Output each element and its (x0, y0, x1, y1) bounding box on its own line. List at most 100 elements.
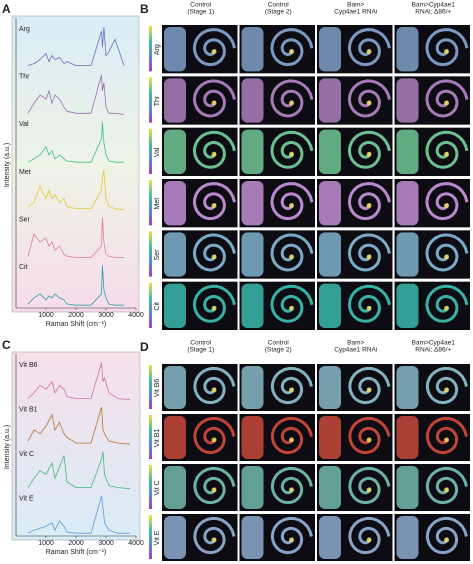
column-header: Bam> (347, 2, 364, 9)
image-spot (366, 537, 372, 543)
image-spiral (193, 516, 236, 555)
image-spot (211, 100, 217, 106)
image-thumb (241, 283, 264, 328)
image-thumb (241, 232, 264, 277)
spectrum (27, 74, 125, 115)
image-thumb (396, 466, 419, 509)
image-thumb (164, 78, 186, 123)
image-spot (289, 254, 294, 260)
image-spot (366, 151, 372, 157)
row-label: Cit (154, 302, 161, 311)
image-spot (289, 100, 294, 106)
image-thumb (164, 283, 186, 328)
image-spiral (192, 130, 236, 169)
series-label: Thr (19, 74, 30, 81)
image-thumb (164, 416, 186, 459)
image-spiral (192, 79, 236, 118)
image-spiral (425, 516, 468, 555)
image-spot (211, 537, 217, 543)
image-spiral (270, 284, 314, 323)
image-spiral (270, 182, 314, 221)
image-thumb (396, 78, 419, 123)
image-thumb (164, 27, 186, 72)
x-tick-label: 3000 (98, 312, 114, 319)
image-spot (444, 100, 449, 106)
series-label: Ser (19, 217, 31, 224)
x-tick-label: 1000 (38, 540, 54, 547)
image-spiral (348, 416, 391, 455)
colorbar (149, 465, 152, 509)
row-label: Met (154, 198, 161, 210)
image-thumb (319, 466, 341, 509)
column-header: Cyp4ae1 RNAi (334, 9, 377, 16)
image-spiral (192, 182, 236, 221)
column-header: RNAi; Δ86/+ (415, 9, 451, 16)
spectrum (27, 122, 124, 163)
image-thumb (164, 516, 186, 559)
image-spot (444, 49, 449, 55)
image-spot (211, 437, 217, 443)
image-spiral (270, 28, 314, 67)
column-header: Control (190, 2, 212, 9)
image-spot (444, 437, 449, 443)
image-spiral (425, 366, 468, 405)
image-spiral (347, 233, 391, 272)
image-spiral (270, 466, 313, 505)
image-spiral (348, 366, 391, 405)
spectrum (27, 27, 125, 66)
image-spiral (347, 79, 391, 118)
image-spot (211, 254, 217, 260)
image-spot (366, 203, 372, 209)
image-thumb (396, 416, 419, 459)
image-spiral (193, 466, 236, 505)
image-spot (211, 487, 217, 493)
image-spot (366, 487, 372, 493)
panel-a-background (11, 15, 140, 313)
image-spot (366, 254, 372, 260)
x-tick-label: 4000 (128, 540, 144, 547)
image-spiral (347, 130, 391, 169)
column-header: Control (190, 340, 212, 347)
series-label: Vit E (19, 495, 34, 502)
image-spot (366, 387, 372, 393)
row-label: Vit C (154, 480, 161, 495)
colorbar (149, 128, 152, 174)
image-spiral (348, 466, 391, 505)
image-spot (289, 151, 294, 157)
panel-c-background (11, 351, 141, 541)
series-label: Val (19, 121, 29, 128)
image-spiral (192, 233, 236, 272)
image-thumb (396, 283, 419, 328)
image-thumb (164, 466, 186, 509)
image-spiral (425, 28, 469, 67)
column-header: (Stage 2) (265, 9, 292, 16)
image-thumb (319, 181, 341, 226)
image-thumb (241, 416, 264, 459)
spectrum (27, 496, 130, 534)
image-spiral (425, 466, 468, 505)
image-spiral (192, 284, 236, 323)
image-spiral (425, 416, 468, 455)
image-thumb (319, 27, 341, 72)
image-spot (366, 49, 372, 55)
image-spot (366, 100, 372, 106)
row-label: Vit B1 (154, 429, 161, 448)
spectrum (27, 407, 131, 445)
image-thumb (396, 181, 419, 226)
series-label: Met (19, 169, 31, 176)
x-axis-title: Raman Shift (cm⁻¹) (46, 549, 106, 556)
image-spot (289, 537, 294, 543)
image-spiral (270, 516, 313, 555)
colorbar (149, 282, 152, 328)
image-spot (366, 437, 372, 443)
image-spot (444, 151, 449, 157)
image-spiral (270, 130, 314, 169)
y-axis-title: Intensity (a.u.) (4, 143, 11, 187)
image-thumb (241, 516, 264, 559)
image-thumb (319, 78, 341, 123)
image-spiral (347, 182, 391, 221)
colorbar (149, 77, 152, 123)
image-spiral (192, 28, 236, 67)
spectrum (27, 265, 124, 306)
spectrum (27, 170, 125, 211)
